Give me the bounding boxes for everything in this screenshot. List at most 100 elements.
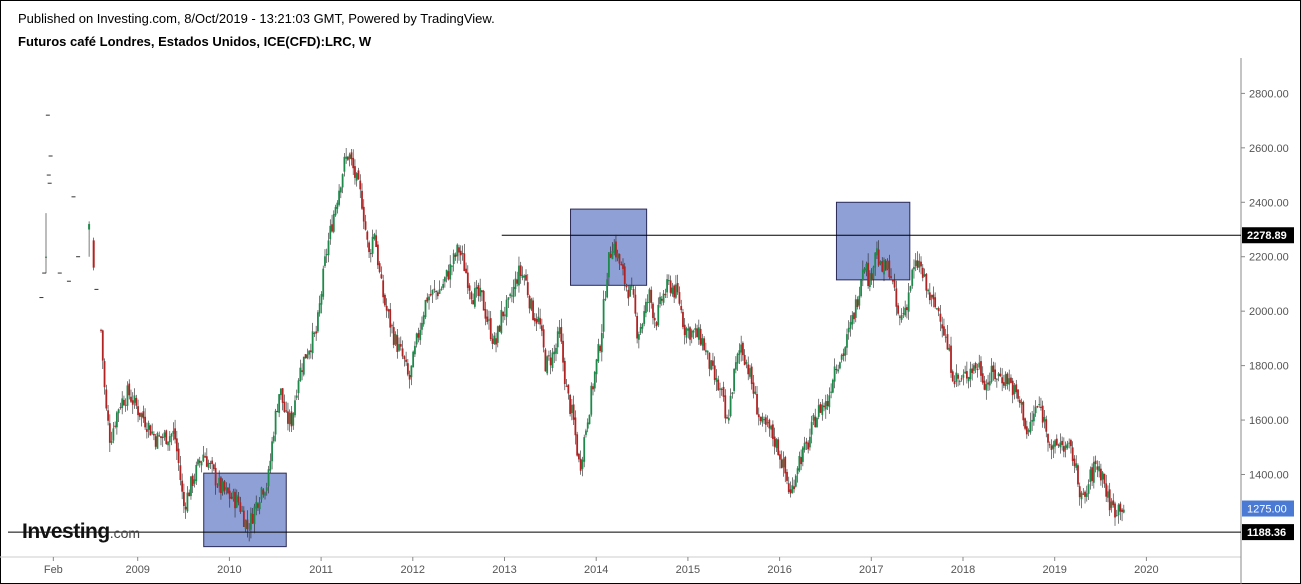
candle-body xyxy=(1006,373,1009,385)
candle-body xyxy=(932,294,935,300)
candle-body xyxy=(230,496,233,499)
candle-body xyxy=(1034,406,1037,414)
candle-body xyxy=(565,385,568,387)
candle-body xyxy=(108,423,111,443)
candle-body xyxy=(891,279,894,282)
candle-body xyxy=(576,434,579,456)
candle-body xyxy=(671,287,674,295)
candle-body xyxy=(470,292,473,300)
candle-body xyxy=(177,448,180,463)
candle-body xyxy=(542,329,545,348)
candle-body xyxy=(422,315,425,325)
candle-body xyxy=(258,501,261,510)
candle-body xyxy=(1048,444,1051,446)
candle-body xyxy=(511,295,513,297)
candle-body xyxy=(574,417,577,436)
candle-body xyxy=(429,293,432,296)
candle-body xyxy=(653,317,656,321)
candle-body xyxy=(782,458,785,468)
candle-body xyxy=(632,289,635,295)
candle-body xyxy=(630,286,633,288)
candle-body xyxy=(992,365,995,372)
candle-body xyxy=(967,376,970,382)
candle-body xyxy=(962,374,965,378)
candle-body xyxy=(375,235,378,247)
candle-body xyxy=(787,483,790,493)
candle-body xyxy=(101,330,104,361)
candle-body xyxy=(988,381,991,386)
candle-body xyxy=(415,333,418,345)
candle-body xyxy=(849,321,852,329)
candle-body xyxy=(916,260,919,268)
candle-body xyxy=(567,384,570,394)
candle-body xyxy=(1094,460,1097,465)
candle-body xyxy=(928,292,931,301)
candle-body xyxy=(921,267,924,278)
candle-body xyxy=(216,486,219,488)
candle-body xyxy=(863,268,866,273)
candle-body xyxy=(639,327,642,333)
candle-body xyxy=(223,481,226,491)
candle-body xyxy=(1050,445,1053,451)
candle-body xyxy=(253,506,256,525)
candle-body xyxy=(227,487,229,493)
candle-body xyxy=(645,301,647,314)
candle-body xyxy=(1047,434,1049,443)
candle-body xyxy=(1096,466,1099,470)
candle-body xyxy=(435,291,437,293)
x-tick-label: 2019 xyxy=(1042,564,1066,576)
candle-body xyxy=(823,405,825,408)
candle-body xyxy=(218,477,221,486)
candle-body xyxy=(805,441,808,444)
candle-body xyxy=(856,299,859,307)
candle-body xyxy=(570,404,573,414)
candle-body xyxy=(773,436,776,447)
candle-body xyxy=(685,328,688,338)
candle-body xyxy=(329,225,332,240)
candle-body xyxy=(137,406,139,416)
candle-body xyxy=(197,459,199,465)
candle-body xyxy=(1091,467,1093,481)
candle-body xyxy=(225,487,228,490)
candle-body xyxy=(172,430,175,434)
candle-body xyxy=(385,305,388,311)
candle-body xyxy=(156,433,159,449)
candle-body xyxy=(1008,378,1011,385)
candle-body xyxy=(803,442,806,450)
published-line: Published on Investing.com, 8/Oct/2019 -… xyxy=(18,11,495,26)
candle-body xyxy=(151,431,154,434)
candle-body xyxy=(1084,491,1086,497)
candle-body xyxy=(673,285,676,298)
candle-body xyxy=(272,435,275,442)
candle-body xyxy=(147,422,150,430)
candle-body xyxy=(153,433,155,436)
candle-body xyxy=(133,395,136,403)
candle-body xyxy=(251,513,254,524)
candle-body xyxy=(1038,404,1041,406)
candle-body xyxy=(1040,406,1042,409)
candle-body xyxy=(569,395,572,414)
candle-body xyxy=(867,262,870,287)
y-tick-label: 2000.00 xyxy=(1249,306,1289,318)
candle-body xyxy=(1075,463,1078,468)
candle-body xyxy=(433,288,436,290)
logo-suffix: .com xyxy=(109,525,141,541)
candle-body xyxy=(798,455,801,471)
candle-body xyxy=(103,361,106,388)
candle-body xyxy=(930,294,933,298)
candle-body xyxy=(960,378,963,380)
candle-body xyxy=(563,360,566,385)
candle-body xyxy=(1078,486,1081,498)
candle-body xyxy=(581,459,584,469)
candle-body xyxy=(473,288,476,307)
candle-body xyxy=(747,364,750,375)
x-tick-label: 2020 xyxy=(1134,564,1158,576)
candle-body xyxy=(555,347,557,354)
candle-body xyxy=(472,300,475,305)
candle-body xyxy=(900,314,903,320)
candle-body xyxy=(1112,500,1115,506)
candle-body xyxy=(126,385,129,406)
candle-body xyxy=(833,366,836,382)
candle-body xyxy=(579,458,582,471)
